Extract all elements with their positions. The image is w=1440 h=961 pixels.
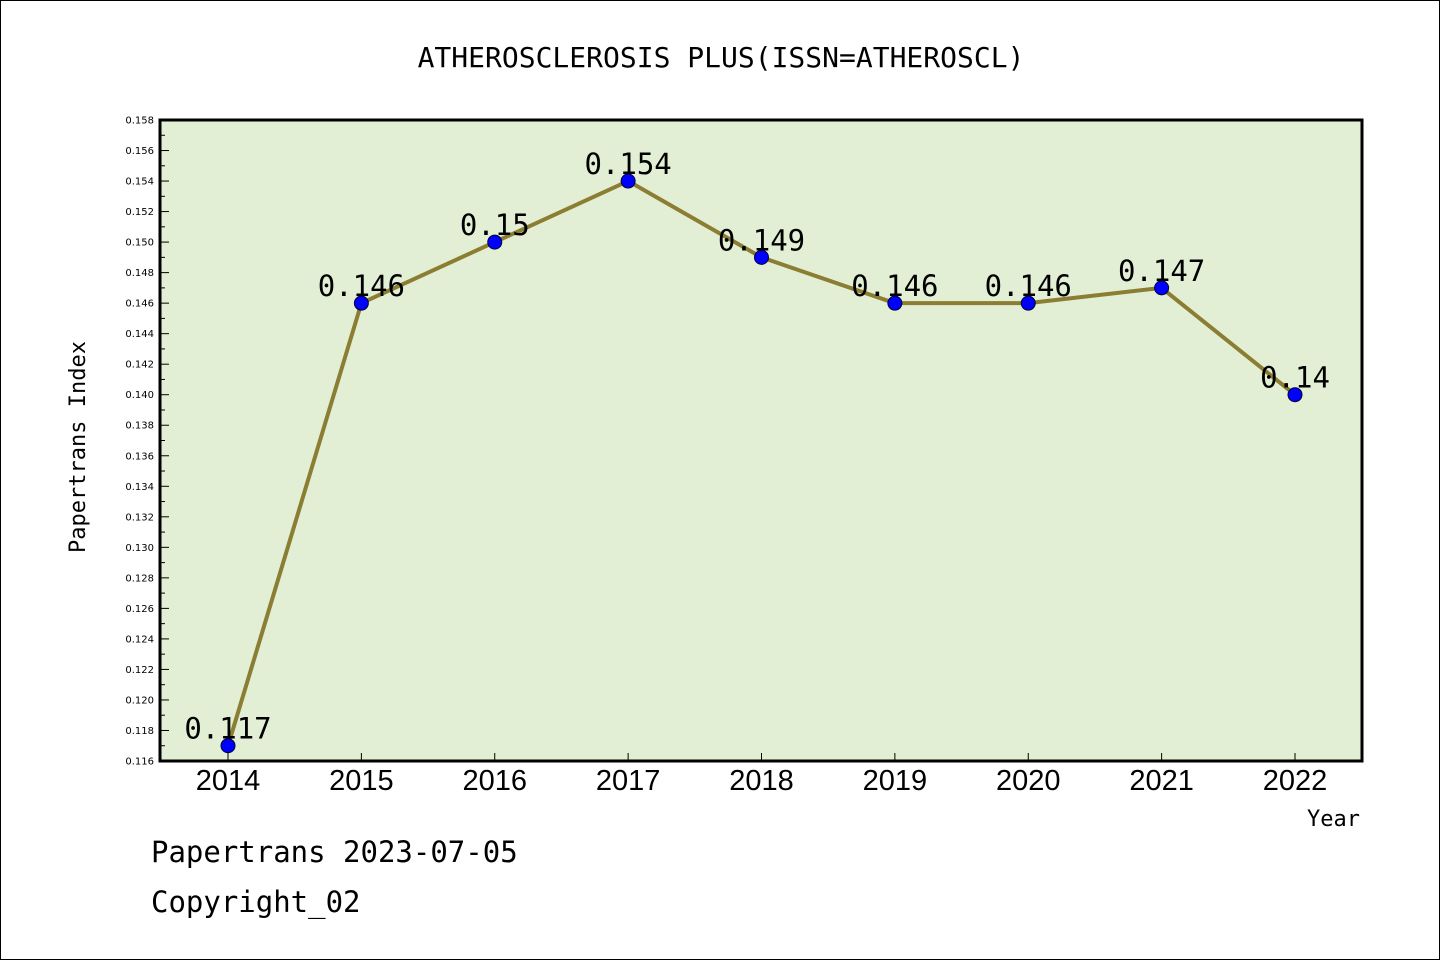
y-tick-label: 0.132: [125, 512, 154, 523]
y-tick-label: 0.122: [125, 665, 154, 676]
data-point: [220, 738, 236, 754]
x-axis-title: Year: [1307, 807, 1360, 832]
chart-title: ATHEROSCLEROSIS PLUS(ISSN=ATHEROSCL): [418, 41, 1025, 74]
data-label: 0.154: [584, 147, 671, 181]
y-tick-label: 0.150: [125, 238, 154, 249]
data-label: 0.149: [718, 223, 805, 257]
y-tick-label: 0.140: [125, 390, 154, 401]
y-tick-label: 0.128: [125, 573, 154, 584]
data-point: [1287, 387, 1303, 403]
x-tick-label: 2015: [329, 765, 394, 797]
data-point: [754, 249, 769, 265]
data-point: [353, 295, 369, 311]
footer-date: Papertrans 2023-07-05: [151, 835, 518, 869]
x-tick-label: 2019: [863, 765, 928, 797]
y-tick-label: 0.118: [125, 726, 154, 737]
data-label: 0.146: [985, 269, 1072, 303]
data-point: [620, 173, 636, 189]
data-label: 0.14: [1260, 361, 1330, 395]
data-point: [1020, 295, 1036, 311]
y-tick-label: 0.154: [125, 177, 154, 188]
y-tick-label: 0.116: [125, 757, 154, 768]
x-tick-label: 2014: [196, 765, 261, 797]
data-point: [1154, 280, 1170, 296]
y-tick-label: 0.134: [125, 482, 154, 493]
y-tick-label: 0.156: [125, 146, 154, 157]
y-tick-label: 0.158: [125, 116, 154, 127]
series-layer: [220, 173, 1303, 754]
data-label: 0.117: [184, 712, 271, 746]
y-tick-label: 0.138: [125, 421, 154, 432]
x-tick-label: 2017: [596, 765, 661, 797]
y-tick-label: 0.148: [125, 268, 154, 279]
y-tick-label: 0.130: [125, 543, 154, 554]
x-tick-label: 2021: [1129, 765, 1194, 797]
x-tick-label: 2022: [1263, 765, 1328, 797]
x-tick-label: 2020: [996, 765, 1061, 797]
data-label: 0.15: [460, 208, 530, 242]
y-tick-label: 0.142: [125, 360, 154, 371]
y-tick-label: 0.136: [125, 451, 154, 462]
x-tick-label: 2018: [729, 765, 794, 797]
y-axis-title: Papertrans Index: [66, 341, 91, 553]
data-label: 0.146: [318, 269, 405, 303]
plot-border: [158, 118, 1364, 763]
y-tick-label: 0.120: [125, 695, 154, 706]
footer-copyright: Copyright_02: [151, 885, 361, 919]
y-tick-label: 0.144: [125, 329, 154, 340]
y-tick-label: 0.124: [125, 634, 154, 645]
x-tick-label: 2016: [462, 765, 527, 797]
y-tick-label: 0.126: [125, 604, 154, 615]
plot-area: [160, 120, 1362, 761]
data-point: [487, 234, 503, 250]
y-tick-label: 0.152: [125, 207, 154, 218]
data-point: [887, 295, 903, 311]
data-label: 0.147: [1118, 254, 1205, 288]
data-label: 0.146: [851, 269, 938, 303]
data-label-layer: 0.117 0.146 0.15 0.154 0.149 0.146 0.146 0.147 0…: [184, 147, 1330, 746]
y-tick-label: 0.146: [125, 299, 154, 310]
x-axis: 2014 2015 2016 2017 2018 2019 2020 2021 2022: [196, 753, 1328, 797]
y-axis: 0.116 0.118 0.120 0.122 0.124 0.126 0.128 0.130…: [125, 116, 169, 768]
